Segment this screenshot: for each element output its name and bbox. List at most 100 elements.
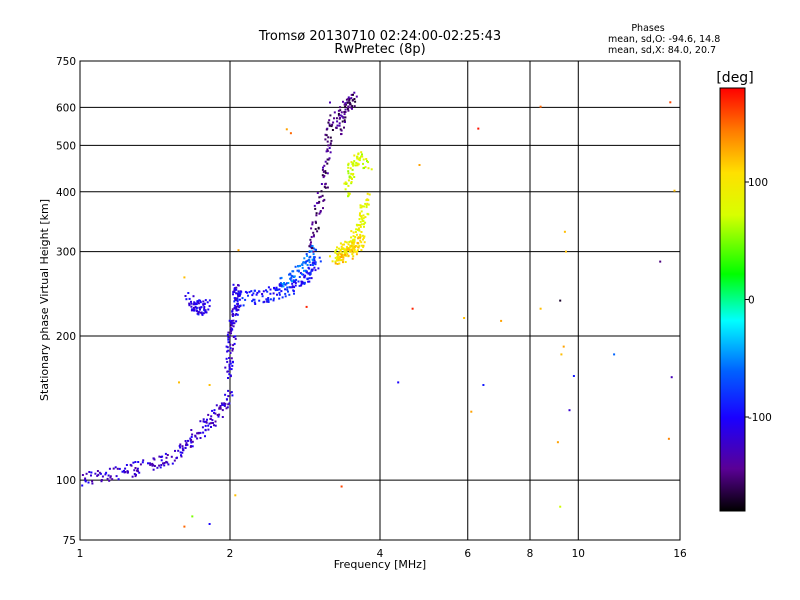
data-point — [90, 471, 93, 474]
data-point — [282, 283, 285, 285]
data-point — [312, 263, 315, 266]
x-tick-label: 16 — [673, 548, 687, 560]
data-point — [345, 241, 348, 244]
data-point — [213, 424, 215, 427]
data-point — [294, 282, 297, 284]
data-point — [355, 228, 358, 231]
data-point — [288, 293, 291, 296]
data-point — [342, 100, 344, 103]
data-point — [233, 322, 236, 325]
data-point — [286, 288, 289, 291]
data-point — [210, 422, 213, 425]
data-point — [321, 194, 324, 197]
data-point — [309, 264, 312, 266]
x-axis-label: Frequency [MHz] — [334, 558, 426, 571]
data-point — [141, 461, 144, 464]
data-point — [352, 251, 355, 254]
data-point — [562, 345, 565, 348]
data-point — [171, 462, 174, 465]
data-point — [201, 313, 204, 316]
data-point — [418, 164, 421, 166]
data-point — [347, 162, 350, 165]
data-point — [302, 261, 305, 264]
data-point — [345, 251, 348, 254]
data-point — [184, 295, 187, 297]
data-point — [346, 249, 348, 252]
data-point — [360, 244, 363, 247]
data-point — [227, 341, 230, 344]
data-point — [348, 241, 351, 243]
data-point — [237, 290, 240, 293]
data-point — [226, 370, 229, 373]
data-point — [258, 290, 260, 293]
data-point — [353, 239, 356, 242]
data-point — [223, 404, 226, 407]
y-tick-label: 75 — [63, 535, 76, 547]
data-point — [98, 471, 101, 474]
data-point — [362, 237, 365, 239]
data-point — [353, 91, 356, 94]
data-point — [339, 117, 341, 119]
data-point — [278, 288, 281, 291]
data-point — [289, 272, 292, 275]
data-point — [219, 407, 222, 410]
y-tick-label: 500 — [56, 140, 76, 152]
data-point — [134, 461, 137, 463]
phases-stats-o: mean, sd,O: -94.6, 14.8 — [608, 34, 720, 45]
data-point — [230, 357, 233, 360]
data-point — [355, 223, 358, 226]
data-point — [272, 292, 275, 295]
data-point — [230, 332, 232, 335]
data-point — [323, 185, 326, 188]
data-point — [191, 433, 194, 436]
data-point — [363, 167, 365, 169]
data-point — [195, 303, 198, 305]
data-point — [296, 269, 299, 272]
data-point — [347, 192, 350, 195]
data-point — [463, 317, 466, 319]
data-point — [337, 259, 340, 262]
data-point — [170, 455, 173, 458]
data-point — [291, 280, 293, 283]
data-point — [339, 250, 342, 252]
data-point — [252, 298, 255, 301]
data-point — [349, 106, 352, 109]
data-point — [191, 440, 194, 443]
data-point — [337, 109, 340, 112]
data-point — [233, 297, 236, 300]
data-point — [163, 464, 166, 467]
data-point — [308, 259, 311, 262]
data-point — [288, 273, 290, 276]
data-point — [230, 319, 233, 322]
data-point — [340, 259, 343, 262]
data-point — [210, 415, 213, 418]
data-point — [190, 309, 193, 312]
data-point — [356, 164, 359, 167]
data-point — [340, 485, 343, 488]
data-point — [355, 253, 358, 256]
data-point — [100, 479, 103, 481]
data-point — [218, 413, 221, 416]
data-point — [314, 261, 317, 264]
data-point — [319, 210, 322, 212]
data-point — [359, 220, 362, 223]
data-point — [318, 196, 321, 199]
data-point — [348, 98, 351, 101]
data-point — [272, 299, 275, 302]
data-point — [331, 260, 334, 263]
data-point — [88, 471, 91, 473]
data-point — [81, 484, 84, 487]
data-point — [106, 477, 109, 480]
data-point — [301, 266, 304, 269]
data-point — [274, 289, 277, 292]
data-point — [347, 172, 350, 175]
data-point — [310, 277, 313, 280]
data-point — [292, 289, 295, 292]
data-point — [335, 127, 338, 129]
data-point — [347, 97, 350, 100]
data-point — [279, 282, 282, 285]
data-point — [316, 230, 319, 233]
data-point — [335, 117, 338, 120]
data-point — [348, 99, 351, 102]
data-point — [137, 461, 140, 463]
